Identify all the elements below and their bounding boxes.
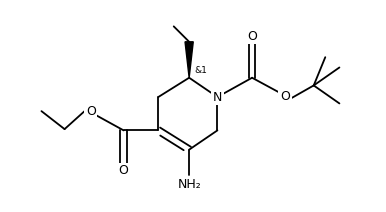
Text: O: O (119, 164, 129, 177)
Text: NH₂: NH₂ (177, 178, 201, 191)
Text: O: O (247, 30, 257, 43)
Text: N: N (213, 91, 222, 103)
Text: O: O (86, 105, 96, 118)
Text: O: O (280, 90, 290, 103)
Polygon shape (185, 42, 193, 78)
Text: &1: &1 (194, 66, 207, 75)
